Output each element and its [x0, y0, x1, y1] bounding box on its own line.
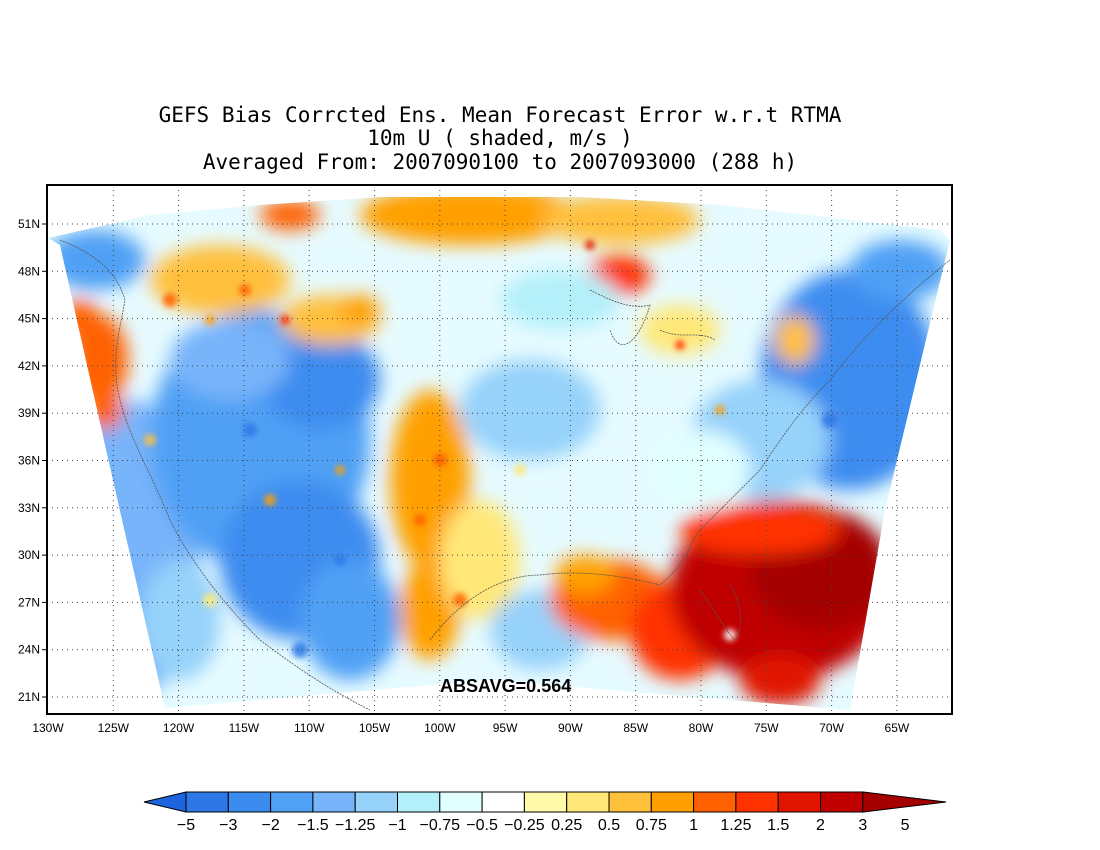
- colorbar-cell: [523, 791, 568, 813]
- colorbar-label: −0.25: [504, 817, 545, 834]
- lat-tick-label: 24N: [18, 643, 40, 657]
- colorbar-label: −0.75: [420, 817, 461, 834]
- lat-tick-labels: 51N 48N 45N 42N 39N 36N 33N 30N 27N 24N 21N: [18, 217, 47, 704]
- colorbar-label: 0.5: [598, 817, 620, 834]
- colorbar-label: 2: [816, 817, 825, 834]
- lon-tick-label: 130W: [32, 721, 64, 735]
- map-panel: 51N 48N 45N 42N 39N 36N 33N 30N 27N 24N 21N 130W 12…: [18, 184, 953, 735]
- lat-tick-label: 21N: [18, 690, 40, 704]
- colorbar-arrow-left: [143, 791, 187, 813]
- colorbar-label: −1: [388, 817, 406, 834]
- lon-tick-label: 90W: [558, 721, 583, 735]
- lat-tick-label: 42N: [18, 359, 40, 373]
- colorbar-label: 3: [858, 817, 867, 834]
- colorbar-cell: [650, 791, 695, 813]
- lon-tick-label: 70W: [819, 721, 844, 735]
- colorbar-cell: [185, 791, 229, 813]
- lon-tick-label: 85W: [623, 721, 648, 735]
- shaded-field: [48, 197, 950, 710]
- plot-frame: [46, 184, 953, 715]
- colorbar-cell: [735, 791, 779, 813]
- lat-tick-label: 33N: [18, 501, 40, 515]
- colorbar-cell: [397, 791, 441, 813]
- colorbar-arrow-right: [862, 791, 947, 813]
- colorbar-cell: [777, 791, 822, 813]
- colorbar-label: −0.5: [466, 817, 498, 834]
- lon-tick-label: 95W: [493, 721, 518, 735]
- colorbar-cells: [143, 791, 947, 813]
- colorbar-cell: [312, 791, 356, 813]
- colorbar-label: −1.5: [297, 817, 329, 834]
- colorbar-label: −1.25: [335, 817, 376, 834]
- colorbar-label: 5: [901, 817, 910, 834]
- graticule: [47, 185, 952, 714]
- lat-tick-label: 36N: [18, 454, 40, 468]
- coastlines: [59, 239, 951, 711]
- title-line-1: GEFS Bias Corrcted Ens. Mean Forecast Er…: [158, 103, 842, 127]
- colorbar-label: −3: [219, 817, 237, 834]
- colorbar-cell: [693, 791, 737, 813]
- colorbar-cell: [820, 791, 864, 813]
- colorbar-labels: −5 −3 −2 −1.5 −1.25 −1 −0.75 −0.5 −0.25 0.25 0.5 0.…: [177, 817, 910, 834]
- lon-tick-label: 80W: [689, 721, 714, 735]
- lat-tick-label: 48N: [18, 264, 40, 278]
- colorbar-label: 1: [689, 817, 698, 834]
- lon-tick-label: 65W: [885, 721, 910, 735]
- colorbar-cell: [608, 791, 652, 813]
- lon-tick-label: 100W: [424, 721, 456, 735]
- colorbar: −5 −3 −2 −1.5 −1.25 −1 −0.75 −0.5 −0.25 0.25 0.5 0.…: [143, 791, 947, 834]
- lon-tick-label: 125W: [98, 721, 130, 735]
- colorbar-label: −2: [261, 817, 279, 834]
- colorbar-cell: [566, 791, 610, 813]
- lon-tick-labels: 130W 125W 120W 115W 110W 105W 100W 95W 90W 85W 80W…: [32, 721, 910, 735]
- colorbar-label: 1.5: [767, 817, 789, 834]
- lat-tick-label: 39N: [18, 406, 40, 420]
- lon-tick-label: 110W: [294, 721, 325, 735]
- colorbar-label: 0.75: [636, 817, 667, 834]
- lat-tick-label: 30N: [18, 548, 40, 562]
- lon-tick-label: 105W: [359, 721, 391, 735]
- lat-tick-label: 45N: [18, 312, 40, 326]
- colorbar-cell: [439, 791, 483, 813]
- colorbar-cell: [227, 791, 272, 813]
- colorbar-cell: [270, 791, 314, 813]
- lon-tick-label: 115W: [229, 721, 260, 735]
- colorbar-label: 1.25: [720, 817, 751, 834]
- colorbar-cell: [354, 791, 399, 813]
- colorbar-label: 0.25: [551, 817, 582, 834]
- lon-tick-label: 75W: [754, 721, 779, 735]
- title-line-3: Averaged From: 2007090100 to 2007093000 …: [202, 150, 798, 174]
- colorbar-cell: [481, 791, 525, 813]
- lat-tick-label: 27N: [18, 595, 40, 609]
- title-line-2: 10m U ( shaded, m/s ): [367, 126, 633, 150]
- lat-tick-label: 51N: [18, 217, 40, 231]
- lon-tick-label: 120W: [163, 721, 195, 735]
- colorbar-label: −5: [177, 817, 195, 834]
- absavg-label: ABSAVG=0.564: [440, 676, 572, 696]
